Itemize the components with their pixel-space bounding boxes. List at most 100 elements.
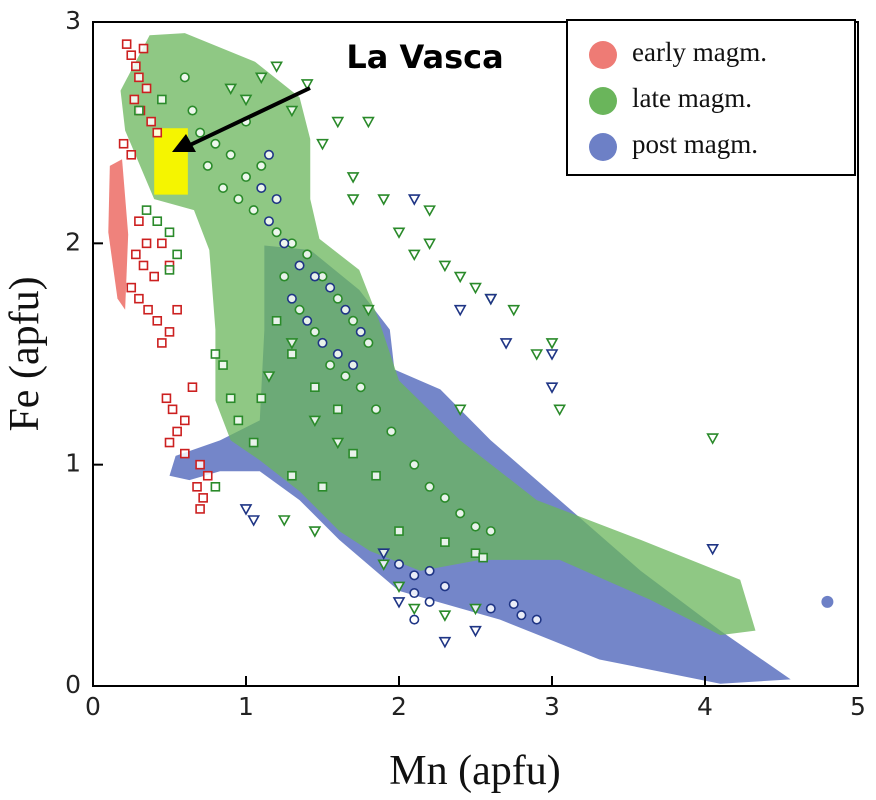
x-tick-label: 3	[544, 692, 560, 721]
point-square	[332, 404, 343, 415]
point-square	[157, 338, 167, 348]
point-circle	[470, 521, 481, 532]
point-triangle	[377, 194, 391, 206]
point-square	[248, 437, 259, 448]
point-square	[152, 216, 163, 226]
point-triangle	[254, 72, 268, 84]
point-circle	[516, 610, 527, 621]
point-circle	[371, 404, 382, 415]
point-circle	[424, 481, 435, 492]
point-circle	[485, 526, 496, 537]
point-square	[210, 349, 221, 359]
point-circle	[439, 581, 450, 592]
point-triangle	[553, 404, 567, 416]
point-circle	[263, 216, 274, 227]
legend-swatch	[589, 87, 617, 115]
point-square	[134, 293, 144, 304]
point-triangle	[247, 515, 261, 527]
point-circle	[363, 337, 374, 348]
point-circle	[439, 492, 450, 503]
point-square	[210, 481, 221, 492]
point-square	[180, 448, 190, 459]
point-square	[195, 459, 205, 470]
point-triangle	[331, 116, 345, 129]
point-triangle	[407, 194, 421, 206]
point-triangle	[308, 526, 322, 538]
point-circle	[485, 603, 496, 614]
point-square	[164, 437, 175, 448]
point-triangle	[392, 227, 406, 239]
point-triangle	[377, 548, 391, 560]
point-circle	[409, 570, 420, 581]
point-circle	[187, 105, 198, 116]
point-circle	[317, 337, 328, 348]
point-triangle	[407, 603, 421, 616]
point-triangle	[239, 504, 253, 516]
point-triangle	[499, 338, 513, 350]
point-square	[310, 382, 320, 393]
point-triangle	[239, 94, 253, 107]
point-square	[271, 315, 282, 326]
point-circle	[309, 271, 320, 282]
y-tick-label: 2	[65, 227, 81, 256]
point-circle	[340, 371, 351, 382]
point-circle	[179, 72, 190, 83]
point-square	[287, 349, 297, 359]
point-circle	[355, 326, 366, 337]
point-square	[152, 127, 163, 138]
point-triangle	[507, 304, 521, 317]
point-triangle	[346, 194, 360, 206]
point-triangle	[706, 543, 720, 556]
point-square	[195, 504, 205, 514]
point-circle	[409, 588, 420, 599]
y-tick-label: 1	[65, 449, 81, 478]
point-circle	[248, 205, 259, 216]
point-square	[218, 360, 228, 370]
point-circle	[271, 194, 282, 205]
point-triangle	[316, 138, 329, 151]
point-circle	[348, 360, 359, 371]
point-square	[143, 304, 153, 315]
point-triangle	[545, 338, 559, 350]
point-square	[157, 238, 167, 249]
point-triangle	[453, 304, 467, 317]
point-triangle	[469, 603, 482, 616]
point-square	[161, 393, 172, 404]
point-circle	[271, 227, 282, 238]
point-square	[141, 83, 152, 94]
point-circle	[294, 304, 305, 315]
point-square	[131, 61, 141, 72]
point-circle	[263, 149, 274, 160]
point-square	[478, 552, 488, 563]
point-triangle	[300, 79, 314, 91]
point-circle	[195, 127, 206, 138]
point-triangle	[453, 404, 467, 416]
point-circle	[409, 614, 420, 625]
point-triangle	[438, 260, 452, 273]
point-square	[172, 304, 182, 315]
point-triangle	[438, 610, 452, 622]
point-square	[440, 537, 450, 547]
point-square	[180, 415, 190, 426]
point-square	[129, 94, 140, 105]
point-square	[164, 265, 175, 275]
arrow	[189, 86, 311, 147]
point-circle	[340, 304, 351, 315]
point-circle	[202, 160, 213, 171]
legend-label: post magm.	[632, 129, 758, 159]
point-square	[146, 116, 156, 127]
point-circle	[424, 596, 435, 607]
x-tick-label: 1	[238, 692, 254, 721]
point-square	[172, 249, 182, 260]
point-circle	[218, 183, 229, 194]
point-triangle	[308, 415, 322, 428]
point-circle	[309, 326, 320, 337]
point-square	[126, 150, 137, 160]
point-triangle	[285, 105, 299, 118]
point-circle	[279, 271, 290, 282]
point-circle	[256, 160, 267, 171]
point-square	[172, 426, 182, 437]
point-square	[134, 105, 144, 116]
legend-label: early magm.	[632, 37, 767, 67]
